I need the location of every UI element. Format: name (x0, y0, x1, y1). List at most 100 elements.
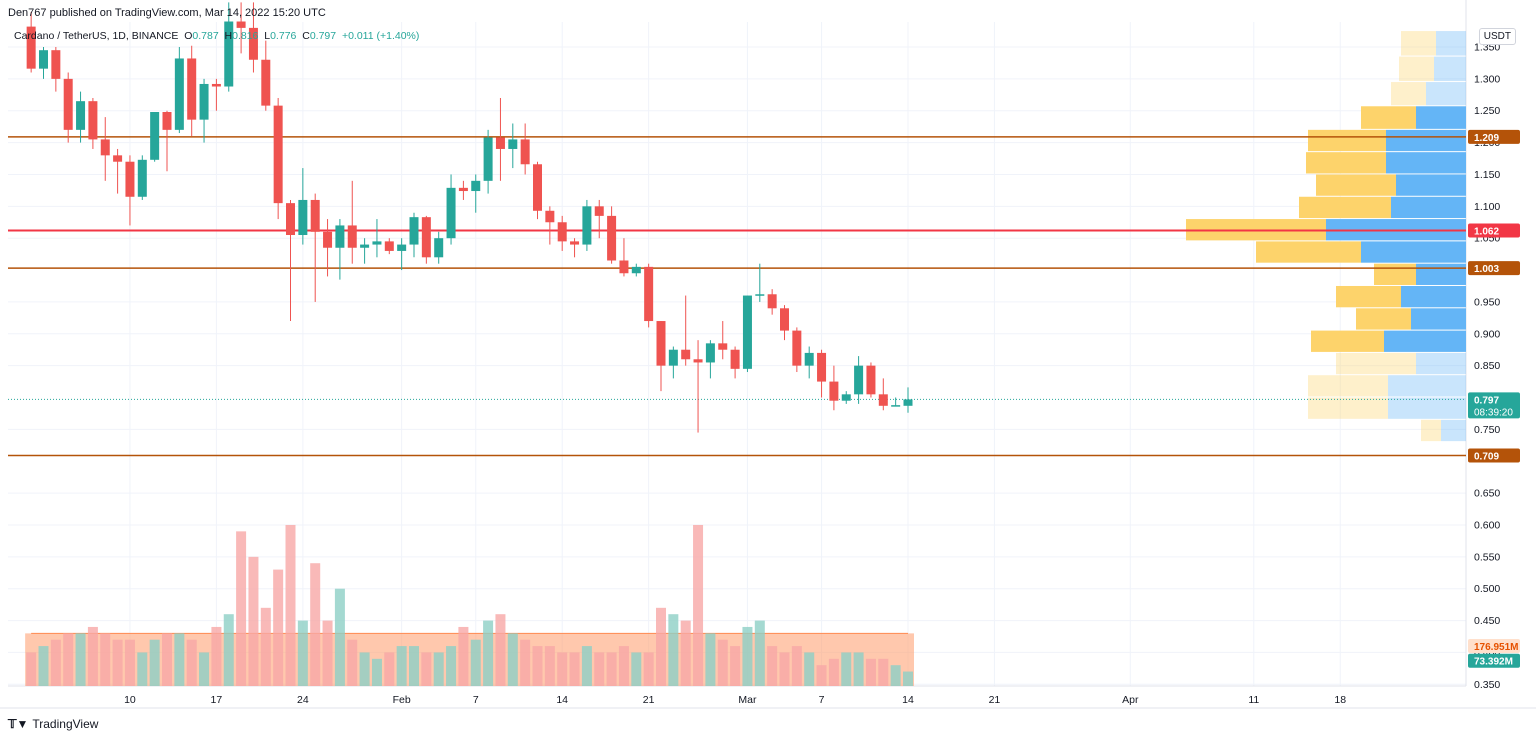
open-label: O (184, 30, 193, 42)
candle (742, 295, 752, 373)
volume-profile-buy-bar (1388, 397, 1466, 419)
volume-bar (458, 626, 469, 686)
x-tick-label: 21 (989, 694, 1001, 706)
candle (150, 112, 160, 162)
candle (76, 91, 86, 143)
candle (656, 321, 666, 392)
candle-body (619, 260, 629, 274)
change-value: +0.011 (+1.40%) (341, 30, 420, 42)
candle-body (866, 365, 876, 395)
volume-bar (285, 524, 296, 686)
candle-body (693, 359, 703, 363)
symbol-name[interactable]: Cardano / TetherUS, 1D, BINANCE (14, 30, 179, 42)
candle (533, 161, 542, 220)
candle (483, 129, 493, 194)
candle-body (742, 295, 752, 369)
volume-bar (310, 563, 321, 686)
volume-bar (162, 633, 172, 686)
candle (384, 238, 394, 255)
candle-body (248, 27, 258, 60)
volume-bar (816, 665, 827, 686)
candle-body (705, 343, 715, 363)
candle (248, 2, 258, 73)
candle (804, 346, 814, 379)
candle (866, 362, 876, 398)
volume-bar (680, 620, 691, 686)
level-price-label: 1.209 (1474, 133, 1499, 144)
candle-body (878, 394, 888, 406)
y-tick-label: 0.450 (1474, 615, 1500, 627)
candle-body (483, 137, 493, 181)
volume-bar (495, 614, 506, 686)
candle (261, 40, 271, 111)
candle-body (668, 349, 678, 366)
candle (841, 391, 851, 404)
candle (88, 97, 98, 149)
x-tick-label: 18 (1334, 694, 1346, 706)
candle (63, 72, 73, 143)
y-tick-label: 1.100 (1474, 201, 1500, 213)
volume-bar (421, 652, 432, 686)
volume-bar (236, 531, 247, 686)
candle (730, 346, 740, 379)
candle (434, 231, 444, 264)
high-value: 0.816 (232, 30, 259, 42)
level-price-label: 1.062 (1474, 227, 1499, 238)
x-tick-label: 14 (902, 694, 914, 706)
candle (792, 327, 802, 373)
volume-bar (878, 658, 889, 686)
footer-brand[interactable]: 𝕋▼ TradingView (8, 717, 98, 731)
volume-bar (87, 626, 98, 686)
candle-body (570, 241, 580, 245)
candle-body (76, 101, 86, 130)
currency-unit-button[interactable]: USDT (1478, 28, 1516, 45)
candle-body (545, 210, 555, 223)
candle (767, 289, 777, 315)
volume-ma-value-bg (1468, 639, 1520, 654)
volume-bar (359, 652, 370, 686)
volume-profile-sell-bar (1361, 106, 1416, 129)
candle-body (594, 206, 604, 216)
volume-bar (149, 639, 160, 686)
candle (39, 47, 48, 79)
volume-profile-sell-bar (1356, 308, 1411, 330)
volume-bar (569, 652, 580, 686)
x-tick-label: Feb (393, 694, 411, 706)
candle (199, 78, 209, 143)
candle-body (656, 321, 666, 366)
volume-bar (581, 646, 592, 686)
volume-profile-buy-bar (1391, 196, 1466, 219)
volume-bar (643, 652, 654, 686)
candle (545, 206, 555, 245)
candle (335, 219, 345, 280)
level-price-label: 1.003 (1474, 264, 1499, 275)
candle (903, 387, 913, 413)
volume-bar (791, 646, 802, 686)
x-tick-label: 7 (473, 694, 479, 706)
volume-bar (557, 652, 568, 686)
candle (471, 174, 481, 213)
x-tick-label: Apr (1122, 694, 1139, 706)
x-tick-label: 17 (211, 694, 223, 706)
candle-body (26, 26, 36, 69)
candle-body (162, 112, 172, 130)
last-price-label-bg (1468, 392, 1520, 419)
volume-bar (618, 646, 629, 686)
candle-body (298, 199, 308, 236)
candle-body (533, 164, 542, 211)
candle (51, 47, 61, 92)
candle (681, 295, 691, 366)
candle (458, 180, 468, 200)
volume-profile-sell-bar (1336, 285, 1401, 308)
candle (421, 215, 431, 264)
high-label: H (224, 30, 233, 42)
candle-body (397, 244, 407, 251)
volume-bar (544, 646, 555, 686)
volume-bar (705, 633, 716, 686)
candle (520, 123, 530, 175)
volume-bar (322, 620, 333, 686)
candle-body (841, 394, 851, 401)
candle-body (335, 225, 345, 248)
brand-name: TradingView (32, 717, 99, 731)
